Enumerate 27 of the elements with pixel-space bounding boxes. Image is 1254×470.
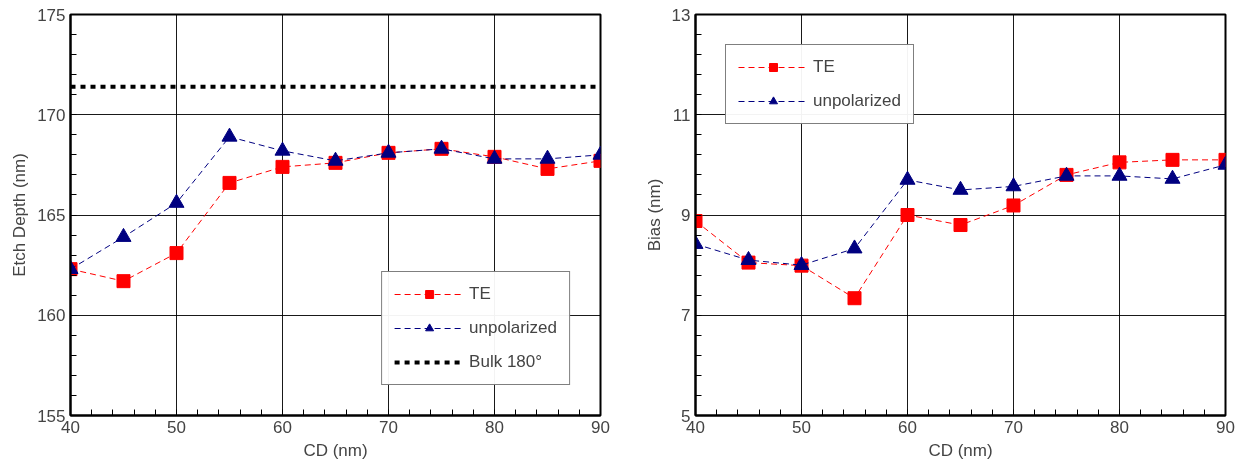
y-axis-title: Etch Depth (nm) [10,153,30,277]
y-tick-label: 13 [671,5,691,25]
y-tick-label: 9 [681,206,691,225]
y-tick-label: 11 [672,105,691,125]
x-tick-label: 80 [485,417,504,437]
y-tick-label: 160 [37,306,66,326]
x-tick-label: 90 [591,417,610,437]
x-tick-label: 60 [898,417,917,437]
legend-label: TE [469,284,491,304]
y-tick-label: 170 [37,105,66,125]
x-tick-label: 70 [1004,417,1023,437]
x-axis-title: CD (nm) [303,440,368,460]
x-tick-label: 90 [1216,417,1235,437]
legend-label: Bulk 180° [469,352,543,372]
x-tick-label: 70 [379,417,398,437]
x-tick-label: 50 [167,417,186,437]
x-axis-title: CD (nm) [928,440,993,460]
legend-label: unpolarized [813,91,901,111]
y-tick-label: 7 [681,306,691,326]
x-tick-label: 80 [1110,417,1129,437]
legend-label: TE [813,57,835,77]
legend-label: unpolarized [469,318,557,338]
x-tick-label: 60 [273,417,292,437]
y-tick-label: 175 [37,5,66,25]
y-axis-title: Bias (nm) [644,178,664,252]
x-tick-label: 50 [792,417,811,437]
y-tick-label: 165 [37,206,66,225]
